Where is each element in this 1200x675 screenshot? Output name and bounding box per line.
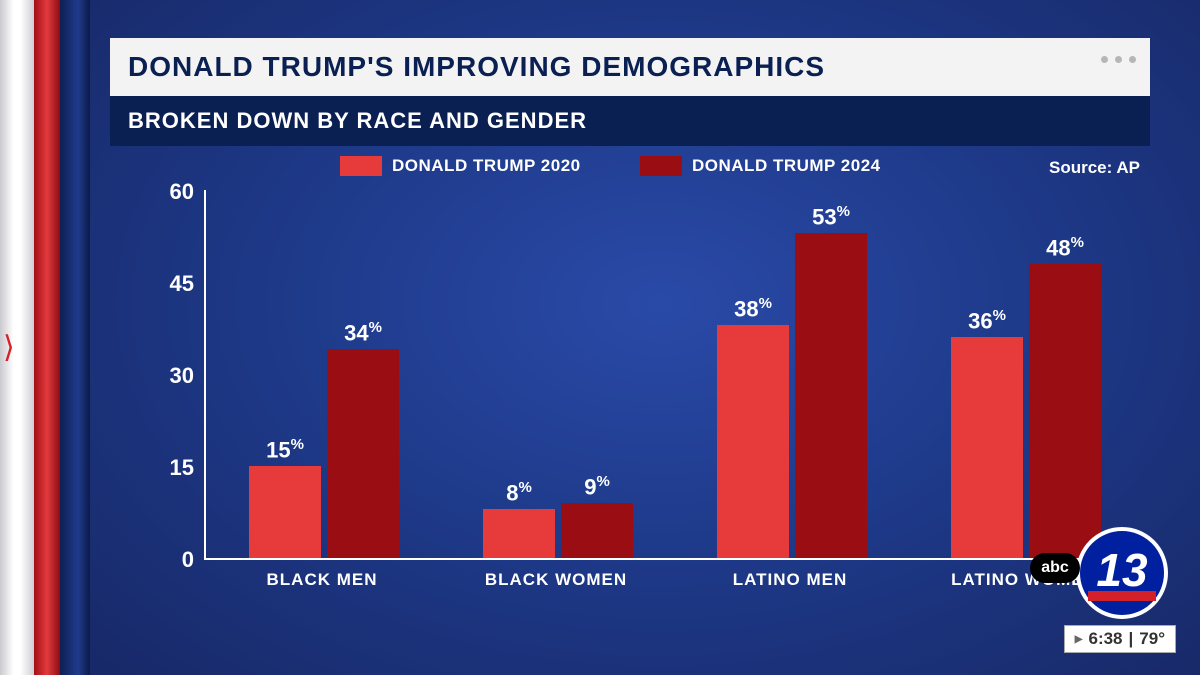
bar-value-label: 38% [734, 295, 772, 322]
station-logo: 13 abc [1076, 527, 1168, 619]
chevron-right-icon: ⟩ [3, 330, 15, 365]
bar-2024: 53% [795, 233, 867, 558]
legend-item-2020: DONALD TRUMP 2020 [340, 156, 581, 176]
legend-label-2024: DONALD TRUMP 2024 [692, 156, 881, 176]
legend-swatch-2024 [640, 156, 682, 176]
more-dots-icon [1101, 56, 1136, 63]
legend-swatch-2020 [340, 156, 382, 176]
y-tick-label: 45 [144, 271, 194, 297]
bar-2020: 36% [951, 337, 1023, 558]
legend-item-2024: DONALD TRUMP 2024 [640, 156, 881, 176]
bar-value-label: 15% [266, 436, 304, 463]
x-category-label: BLACK MEN [247, 570, 397, 590]
y-tick-label: 15 [144, 455, 194, 481]
bar-value-label: 53% [812, 203, 850, 230]
network-badge: abc [1030, 553, 1080, 583]
time-temp-ticker: ▶ 6:38 | 79° [1064, 625, 1176, 653]
channel-number: 13 [1080, 543, 1164, 597]
x-category-label: BLACK WOMEN [481, 570, 631, 590]
title-text: DONALD TRUMP'S IMPROVING DEMOGRAPHICS [128, 51, 825, 83]
ticker-arrow-icon: ▶ [1075, 634, 1083, 645]
ticker-time: 6:38 [1088, 629, 1122, 649]
bar-2020: 8% [483, 509, 555, 558]
bar-2020: 38% [717, 325, 789, 558]
bar-value-label: 36% [968, 307, 1006, 334]
source-credit: Source: AP [1049, 158, 1140, 178]
plot-area: 15%34%8%9%38%53%36%48% [204, 190, 1144, 560]
bar-2024: 48% [1029, 264, 1101, 558]
legend-label-2020: DONALD TRUMP 2020 [392, 156, 581, 176]
subtitle-bar: BROKEN DOWN BY RACE AND GENDER [110, 96, 1150, 146]
x-category-label: LATINO MEN [715, 570, 865, 590]
bar-value-label: 9% [584, 473, 610, 500]
broadcast-frame: ⟩ DONALD TRUMP'S IMPROVING DEMOGRAPHICS … [0, 0, 1200, 675]
ticker-temp: 79° [1139, 629, 1165, 649]
title-bar: DONALD TRUMP'S IMPROVING DEMOGRAPHICS [110, 38, 1150, 96]
logo-ball: 13 [1076, 527, 1168, 619]
bar-value-label: 48% [1046, 234, 1084, 261]
y-tick-label: 30 [144, 363, 194, 389]
y-tick-label: 0 [144, 547, 194, 573]
bar-value-label: 8% [506, 479, 532, 506]
bar-2024: 9% [561, 503, 633, 558]
ticker-sep: | [1129, 629, 1134, 649]
subtitle-text: BROKEN DOWN BY RACE AND GENDER [128, 108, 587, 134]
bar-value-label: 34% [344, 319, 382, 346]
chart-area: 15%34%8%9%38%53%36%48% 015304560BLACK ME… [144, 190, 1144, 590]
stripe-red [34, 0, 60, 675]
stripe-blue [60, 0, 90, 675]
bar-2024: 34% [327, 349, 399, 558]
bar-2020: 15% [249, 466, 321, 558]
logo-stripe [1088, 591, 1155, 601]
y-tick-label: 60 [144, 179, 194, 205]
